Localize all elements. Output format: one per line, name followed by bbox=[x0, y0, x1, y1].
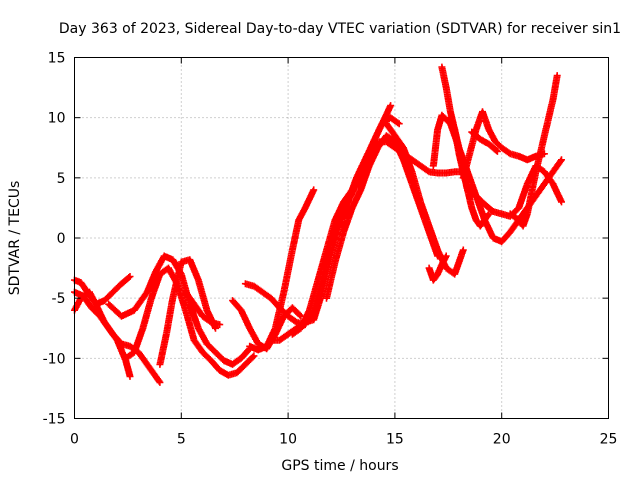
y-tick-label: 5 bbox=[57, 171, 66, 187]
point-marks-track-9 bbox=[246, 186, 318, 354]
data-points bbox=[71, 63, 565, 386]
x-tick-label: 0 bbox=[70, 432, 79, 448]
series-track-20 bbox=[468, 128, 501, 155]
x-tick-label: 5 bbox=[177, 432, 186, 448]
series-track-7 bbox=[182, 288, 224, 329]
y-tick-label: 10 bbox=[48, 111, 66, 127]
x-tick-label: 25 bbox=[600, 432, 618, 448]
point-marks-track-20 bbox=[468, 128, 501, 155]
y-tick-label: -10 bbox=[43, 351, 66, 367]
x-tick-label: 20 bbox=[493, 432, 511, 448]
x-axis-title: GPS time / hours bbox=[281, 458, 398, 474]
series-track-15 bbox=[425, 252, 450, 284]
x-tick-label: 15 bbox=[386, 432, 404, 448]
point-marks-track-6 bbox=[156, 256, 219, 368]
y-tick-label: -15 bbox=[43, 412, 66, 428]
series-track-19 bbox=[459, 108, 548, 182]
y-tick-label: 15 bbox=[48, 51, 66, 67]
y-tick-label: 0 bbox=[57, 231, 66, 247]
axis-ticks: 0 5 10 15 20 25 -15 -10 -5 0 5 10 15 bbox=[43, 51, 618, 448]
point-marks-track-19 bbox=[459, 108, 548, 182]
point-marks-track-7 bbox=[182, 288, 224, 329]
y-tick-label: -5 bbox=[52, 291, 66, 307]
series-track-21 bbox=[506, 72, 561, 230]
chart-title: Day 363 of 2023, Sidereal Day-to-day VTE… bbox=[59, 21, 621, 37]
x-tick-label: 10 bbox=[279, 432, 297, 448]
series-track-9 bbox=[246, 186, 318, 354]
y-axis-title: SDTVAR / TECUs bbox=[7, 181, 23, 296]
point-marks-track-21 bbox=[506, 72, 561, 230]
series-track-6 bbox=[156, 256, 219, 368]
point-marks-track-15 bbox=[425, 252, 450, 284]
